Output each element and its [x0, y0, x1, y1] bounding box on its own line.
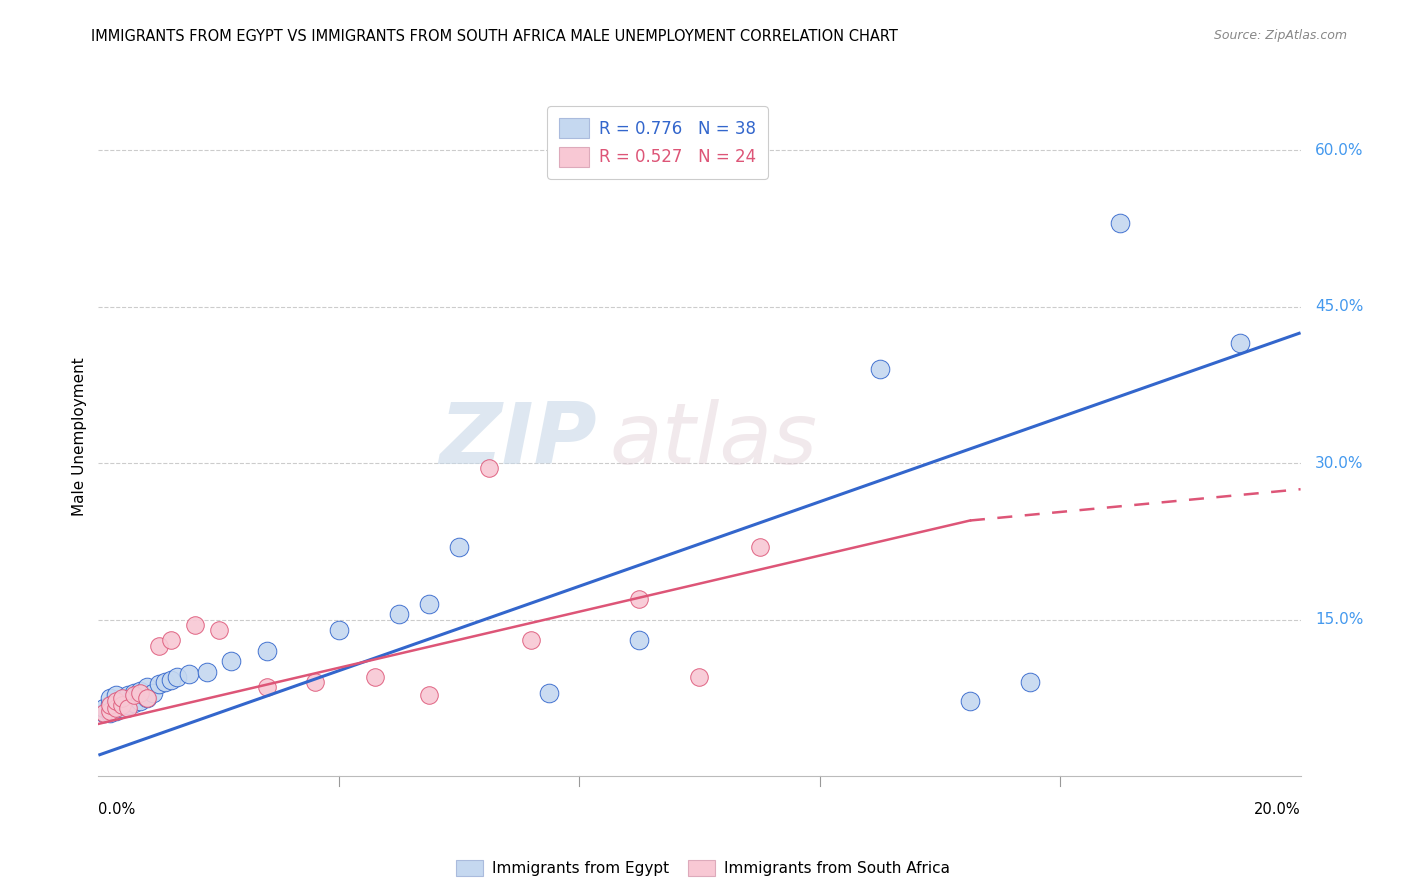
Point: [159, 673, 181, 687]
Point: [124, 685, 146, 699]
Point: [183, 617, 205, 632]
Point: [129, 685, 152, 699]
Point: [135, 681, 157, 695]
Point: [447, 540, 470, 554]
Legend: R = 0.776   N = 38, R = 0.527   N = 24: R = 0.776 N = 38, R = 0.527 N = 24: [547, 106, 768, 178]
Point: [538, 685, 561, 699]
Point: [111, 701, 134, 715]
Point: [418, 597, 440, 611]
Text: Source: ZipAtlas.com: Source: ZipAtlas.com: [1213, 29, 1347, 42]
Point: [1229, 336, 1251, 351]
Text: atlas: atlas: [609, 399, 817, 482]
Point: [418, 688, 440, 702]
Point: [105, 705, 128, 719]
Point: [304, 675, 326, 690]
Point: [105, 688, 128, 702]
Point: [129, 683, 152, 698]
Point: [748, 540, 770, 554]
Point: [124, 696, 146, 710]
Point: [256, 644, 278, 658]
Point: [124, 688, 146, 702]
Point: [478, 461, 501, 475]
Point: [159, 633, 181, 648]
Point: [364, 670, 387, 684]
Point: [520, 633, 543, 648]
Point: [93, 706, 115, 721]
Point: [177, 666, 200, 681]
Point: [1109, 216, 1132, 230]
Point: [100, 705, 122, 719]
Text: 20.0%: 20.0%: [1254, 802, 1301, 817]
Point: [111, 698, 134, 712]
Y-axis label: Male Unemployment: Male Unemployment: [72, 358, 87, 516]
Point: [117, 698, 139, 712]
Point: [195, 665, 218, 679]
Point: [628, 591, 651, 606]
Point: [105, 701, 128, 715]
Point: [328, 623, 350, 637]
Point: [100, 706, 122, 721]
Point: [688, 670, 710, 684]
Point: [100, 698, 122, 712]
Text: IMMIGRANTS FROM EGYPT VS IMMIGRANTS FROM SOUTH AFRICA MALE UNEMPLOYMENT CORRELAT: IMMIGRANTS FROM EGYPT VS IMMIGRANTS FROM…: [91, 29, 898, 44]
Point: [100, 690, 122, 705]
Point: [1019, 675, 1042, 690]
Point: [256, 681, 278, 695]
Text: 0.0%: 0.0%: [98, 802, 135, 817]
Point: [93, 701, 115, 715]
Point: [117, 688, 139, 702]
Point: [111, 694, 134, 708]
Point: [93, 706, 115, 721]
Point: [111, 690, 134, 705]
Text: 60.0%: 60.0%: [1315, 143, 1364, 158]
Point: [219, 654, 242, 668]
Text: 15.0%: 15.0%: [1315, 612, 1364, 627]
Point: [135, 690, 157, 705]
Point: [148, 639, 170, 653]
Point: [208, 623, 231, 637]
Point: [105, 694, 128, 708]
Point: [141, 685, 163, 699]
Point: [100, 698, 122, 712]
Point: [628, 633, 651, 648]
Point: [959, 694, 981, 708]
Point: [869, 362, 891, 376]
Point: [166, 670, 188, 684]
Point: [148, 677, 170, 691]
Point: [153, 675, 176, 690]
Text: ZIP: ZIP: [440, 399, 598, 482]
Point: [129, 694, 152, 708]
Text: 45.0%: 45.0%: [1315, 299, 1364, 314]
Point: [388, 607, 411, 622]
Point: [105, 696, 128, 710]
Legend: Immigrants from Egypt, Immigrants from South Africa: Immigrants from Egypt, Immigrants from S…: [450, 855, 956, 882]
Point: [117, 701, 139, 715]
Point: [135, 690, 157, 705]
Text: 30.0%: 30.0%: [1315, 456, 1364, 471]
